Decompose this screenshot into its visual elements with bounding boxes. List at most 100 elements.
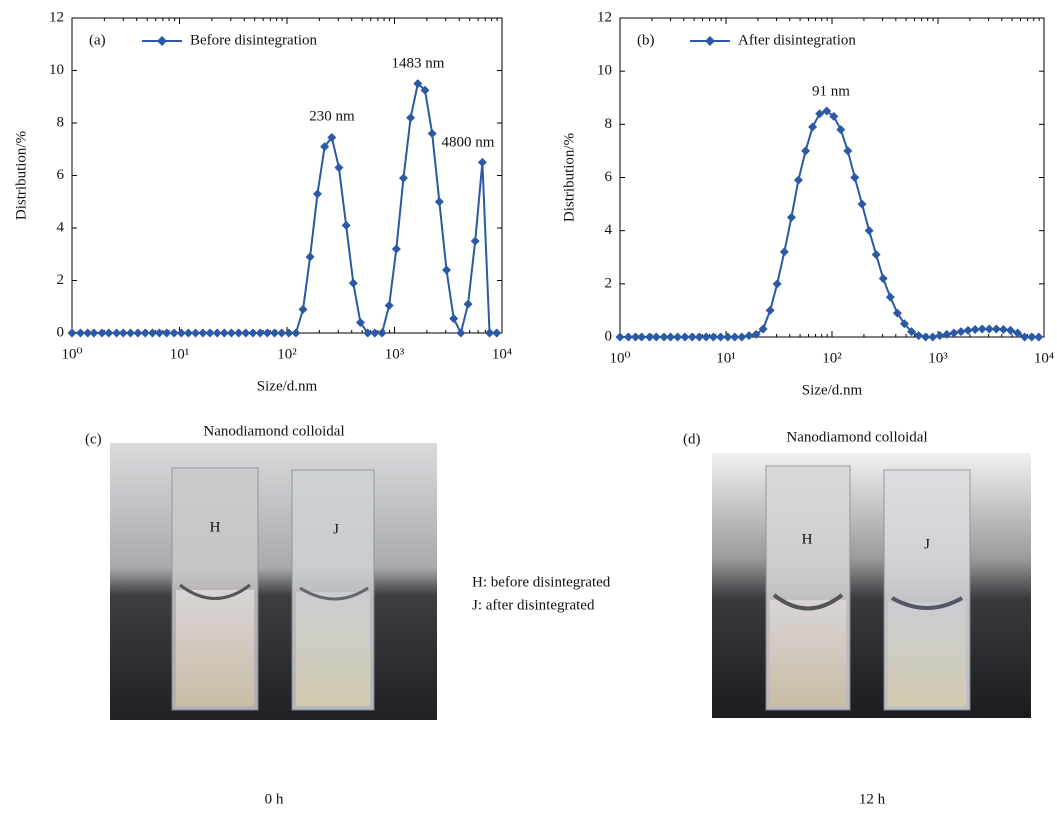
data-point — [248, 328, 258, 338]
data-point — [623, 332, 633, 342]
data-point — [449, 314, 459, 324]
meniscus — [179, 583, 251, 600]
data-point — [651, 332, 661, 342]
data-point — [716, 332, 726, 342]
y-tick-label: 12 — [49, 9, 64, 25]
data-point — [885, 292, 895, 302]
data-point — [269, 328, 279, 338]
data-point — [363, 328, 373, 338]
y-tick-label: 2 — [57, 272, 65, 288]
y-tick-label: 4 — [605, 222, 613, 238]
data-point — [914, 331, 924, 341]
x-axis-label: Size/d.nm — [802, 382, 863, 398]
data-point — [928, 332, 938, 342]
data-point — [312, 189, 322, 199]
panel-label: (c) — [85, 431, 102, 447]
y-tick-label: 4 — [57, 219, 65, 235]
x-tick-label: 10¹ — [170, 346, 190, 362]
data-point — [226, 328, 236, 338]
photo-label: H — [210, 519, 221, 535]
data-point — [104, 328, 114, 338]
data-point — [348, 278, 358, 288]
data-point — [89, 328, 99, 338]
y-tick-label: 12 — [597, 9, 612, 25]
photo-background — [110, 443, 437, 720]
x-tick-label: 10² — [822, 350, 842, 366]
data-point — [97, 328, 107, 338]
data-point — [779, 247, 789, 257]
data-point — [758, 324, 768, 334]
data-point — [434, 197, 444, 207]
data-point — [370, 328, 380, 338]
x-tick-label: 10³ — [928, 350, 948, 366]
y-tick-label: 2 — [605, 275, 613, 291]
annotation: 91 nm — [812, 83, 850, 99]
y-tick-label: 10 — [49, 62, 64, 78]
data-point — [291, 328, 301, 338]
data-point — [815, 109, 825, 119]
data-point — [970, 325, 980, 335]
data-point — [808, 122, 818, 132]
data-point — [723, 332, 733, 342]
data-point — [942, 329, 952, 339]
data-point — [991, 324, 1001, 334]
data-point — [191, 328, 201, 338]
data-point — [463, 299, 473, 309]
photo-c — [110, 443, 437, 720]
photo-label: J — [924, 536, 930, 552]
data-point — [76, 328, 86, 338]
panel-label: (a) — [89, 32, 106, 48]
data-point — [169, 328, 179, 338]
data-point — [949, 328, 959, 338]
panel-label: (b) — [637, 32, 655, 48]
y-tick-label: 0 — [57, 324, 65, 340]
data-point — [977, 324, 987, 334]
data-point — [921, 332, 931, 342]
data-point — [406, 113, 416, 123]
liquid — [770, 600, 846, 706]
data-point — [456, 328, 466, 338]
data-point — [850, 173, 860, 182]
data-point — [637, 332, 647, 342]
x-axis-label: Size/d.nm — [257, 378, 318, 394]
data-point — [384, 300, 394, 310]
data-point — [751, 329, 761, 339]
data-point — [305, 252, 315, 262]
data-point — [694, 332, 704, 342]
legend-marker — [705, 36, 715, 46]
data-point — [355, 318, 365, 327]
data-point — [442, 265, 452, 275]
data-point — [154, 328, 164, 338]
data-point — [477, 157, 487, 167]
data-point — [298, 304, 308, 314]
data-point — [1027, 332, 1037, 342]
annotation: 4800 nm — [442, 134, 495, 150]
data-point — [241, 328, 251, 338]
data-point — [892, 308, 902, 318]
y-tick-label: 10 — [597, 63, 612, 79]
legend-marker — [157, 36, 167, 46]
data-point — [398, 173, 408, 183]
data-point — [793, 175, 803, 185]
meniscus — [299, 586, 369, 601]
data-point — [83, 328, 93, 338]
x-tick-label: 10⁰ — [61, 346, 82, 362]
data-point — [140, 328, 150, 338]
data-point — [1020, 332, 1030, 342]
x-tick-label: 10⁰ — [609, 350, 630, 366]
data-point — [320, 142, 330, 152]
data-point — [327, 132, 337, 142]
data-point — [427, 129, 437, 138]
liquid — [888, 602, 966, 706]
data-point — [737, 332, 747, 342]
photo-background — [712, 453, 1031, 718]
data-point — [615, 332, 625, 342]
data-point — [963, 325, 973, 335]
y-axis-label: Distribution/% — [561, 133, 577, 222]
x-tick-label: 10² — [277, 346, 297, 362]
legend-label: Before disintegration — [190, 32, 318, 48]
y-tick-label: 6 — [57, 167, 65, 183]
data-point — [822, 106, 832, 116]
photo-label: H — [802, 531, 813, 547]
